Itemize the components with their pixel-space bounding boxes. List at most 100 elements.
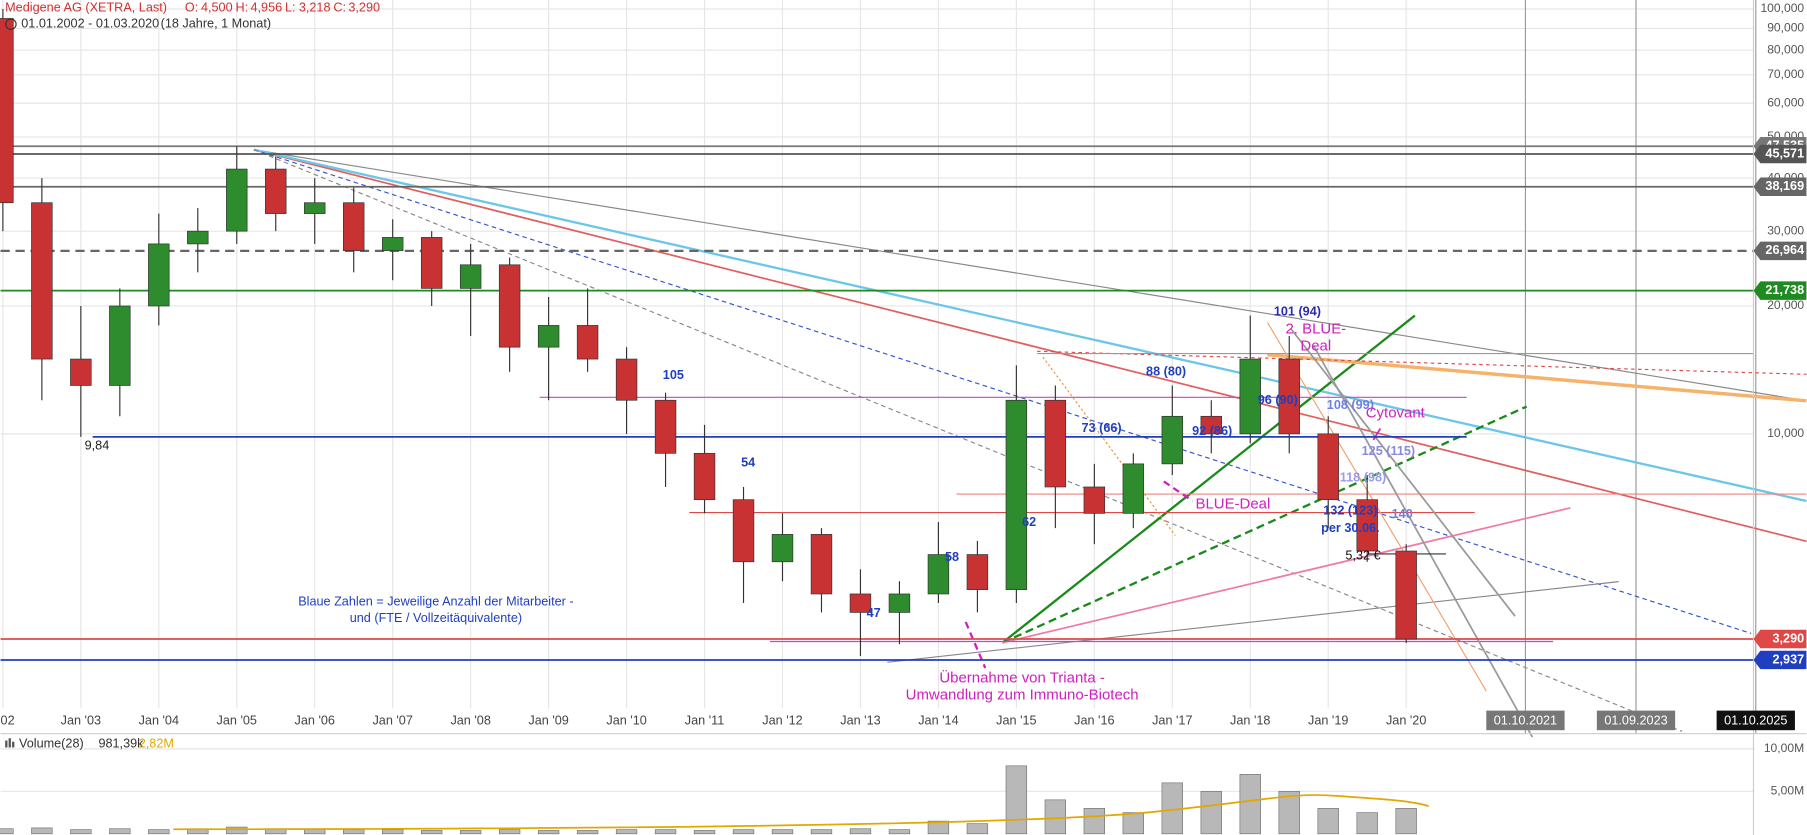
trendlines [253,148,1807,738]
y-tick-label: 90,000 [1767,21,1804,35]
volume-bar [576,830,599,835]
volume-bar [1044,799,1067,835]
volume-icon [8,738,11,748]
candle-body [459,264,482,289]
trendline [1267,353,1807,403]
price-tag [1753,177,1807,196]
price-tag-label: 2,937 [1772,652,1804,666]
annotation: Cytovant [1366,404,1426,421]
annotation: 105 [663,368,684,382]
x-tick-label: 01.10.2021 [1494,713,1557,727]
candle-body [771,534,794,563]
x-tick-box [1486,710,1565,731]
ohlc-name: O: [185,0,198,14]
x-tick-label: Jan '15 [996,713,1036,727]
annotation: 140 [1392,507,1413,521]
x-tick-label: Jan '04 [139,713,179,727]
candle-body [1395,550,1417,640]
trendline [1001,314,1416,644]
x-tick-label: Jan '20 [1386,713,1426,727]
header: Medigene AG (XETRA, Last) O: 4,500 H: 4,… [5,0,380,750]
annotation: 54 [741,455,755,469]
volume-name: Volume(28) [19,736,84,750]
y-tick-label: 20,000 [1767,298,1804,312]
x-tick-label: Jan '05 [217,713,257,727]
candle-body [420,237,443,289]
trendline [253,149,1752,634]
ohlc-value: 4,956 [250,0,282,14]
y-tick-label: 80,000 [1767,42,1804,56]
candle-body [849,593,872,613]
ohlc-name: H: [236,0,249,14]
volume-bar [31,827,53,835]
candle-body [31,202,53,360]
candle-body [70,358,92,386]
annotation-arrow [1163,480,1194,502]
x-tick-label: 01.10.2025 [1724,713,1787,727]
candle-body [187,230,209,245]
annotation: 108 (99) [1327,398,1374,412]
volume-icon [12,741,15,748]
annotation: BLUE-Deal [1195,495,1270,512]
low-label: 9,84 [85,438,110,452]
annotation: 92 (86) [1192,424,1232,438]
candle-body [1083,486,1106,514]
annotation: 62 [1022,515,1036,529]
ohlc-value: 3,218 [299,0,331,14]
volume-bar [1239,774,1261,835]
candle-body [1005,399,1028,590]
volume-average: 2,82M [139,736,174,750]
candle-body [1317,433,1339,501]
candle-body [888,593,911,613]
x-tick-label: Jan '14 [918,713,958,727]
volume-bar [226,826,248,835]
volume-bar [771,829,794,835]
trendline [253,149,1683,732]
annotation: 96 (90) [1258,393,1298,407]
volume-bar [382,829,404,835]
volume-bar [537,830,560,835]
clock-icon [5,18,17,30]
volume-bar [148,829,170,835]
volume-bar [927,820,950,835]
x-tick-label: Jan '16 [1074,713,1114,727]
volume-bar [1395,808,1417,835]
annotation-arrow [964,621,987,669]
annotation: 118 (98) [1340,470,1386,484]
volume-bar [459,830,482,835]
candle-body [109,305,131,386]
volume-icon [5,740,8,748]
volume-average-line [173,794,1429,831]
trendline [1042,356,1176,536]
volume-bar [1005,765,1028,835]
annotation: 73 (66) [1082,421,1122,435]
volume-bar [498,829,521,835]
volume-bar [1200,791,1222,835]
volume-bar [888,829,911,835]
x-tick-label: Jan '06 [295,713,335,727]
price-tag-label: 38,169 [1765,179,1804,193]
trendline [253,148,1807,503]
candle-body [1278,358,1300,435]
annotation: 2. BLUE- [1285,320,1346,337]
volume-bar [654,829,677,835]
trendline [1002,405,1528,644]
candle-body [1356,499,1378,552]
candle-body [654,399,677,454]
ohlc-name: C: [333,0,346,14]
candle-body [537,325,560,348]
x-tick-label: 01.09.2023 [1604,713,1667,727]
x-tick-label: Jan '11 [685,713,724,727]
price-tag [1753,281,1807,300]
volume-bar [732,829,755,835]
candle-body [1161,415,1184,465]
annotation: per 30.06. [1321,521,1379,535]
annotation: Deal [1300,338,1331,355]
annotation: 88 (80) [1146,364,1186,378]
annotation: Umwandlung zum Immuno-Biotech [906,687,1139,704]
ohlc-value: 4,500 [201,0,233,14]
candle-body [343,202,365,251]
candle-body [148,243,170,307]
trendline [887,581,1619,663]
